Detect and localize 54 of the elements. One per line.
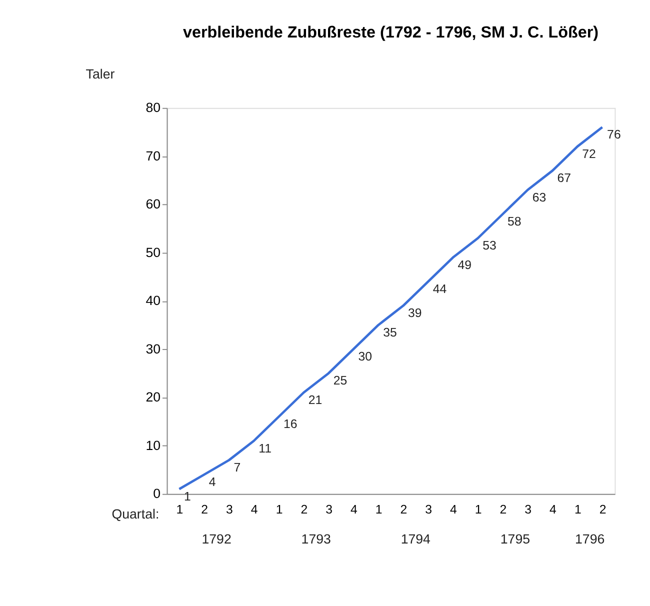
data-label: 30 [358, 350, 372, 364]
x-tick-label: 2 [300, 502, 308, 516]
y-axis-title: Taler [86, 66, 116, 82]
data-label: 76 [607, 128, 621, 142]
chart-title: verbleibende Zubußreste (1792 - 1796, SM J. C. Lößer) [182, 23, 599, 42]
y-tick-label: 50 [146, 244, 161, 260]
data-label: 1 [184, 490, 191, 504]
y-tick-label: 60 [146, 196, 161, 212]
x-tick-label: 1 [176, 502, 184, 516]
x-tick-label: 4 [550, 502, 557, 516]
x-tick-label: 3 [226, 502, 234, 516]
data-label: 35 [383, 325, 397, 340]
data-label: 11 [258, 441, 272, 456]
data-label: 72 [582, 146, 596, 161]
y-tick-label: 80 [146, 100, 161, 116]
data-label: 4 [208, 475, 216, 490]
x-tick-label: 1 [574, 502, 582, 516]
text: 1795 [500, 531, 530, 546]
y-tick-label: 20 [146, 390, 161, 405]
x-tick-label: 4 [350, 502, 358, 516]
text: 1793 [301, 531, 331, 546]
data-label: 21 [308, 393, 322, 408]
x-tick-label: 2 [599, 502, 606, 516]
x-tick-label: 3 [524, 502, 532, 516]
x-tick-label: 2 [400, 502, 408, 516]
data-label: 7 [234, 460, 241, 475]
data-label: 67 [557, 171, 572, 186]
y-tick-label: 40 [146, 293, 161, 308]
data-label: 39 [408, 306, 422, 320]
line-series [178, 126, 604, 490]
data-label: 25 [333, 374, 348, 388]
x-tick-label: 1 [474, 502, 482, 516]
data-label: 58 [508, 214, 522, 228]
x-tick-label: 1 [375, 502, 382, 516]
text: 1794 [400, 531, 432, 546]
x-tick-label: 3 [326, 502, 333, 516]
text: 1796 [575, 531, 605, 546]
y-tick-label: 70 [146, 148, 161, 164]
text: Quartal: [112, 506, 160, 522]
y-tick-label: 0 [153, 486, 161, 502]
y-tick-label: 30 [146, 341, 161, 356]
data-label: 63 [532, 190, 546, 204]
x-tick-label: 3 [425, 502, 432, 516]
x-tick-label: 4 [250, 502, 258, 516]
text: 1792 [202, 531, 232, 546]
data-label: 53 [482, 238, 497, 253]
x-tick-label: 2 [201, 502, 208, 516]
data-label: 49 [458, 258, 472, 272]
y-tick-label: 10 [146, 438, 161, 453]
x-tick-label: 2 [500, 502, 507, 516]
data-label: 44 [432, 282, 447, 296]
data-label: 16 [284, 417, 298, 432]
x-tick-label: 1 [276, 502, 283, 516]
x-tick-label: 4 [450, 502, 458, 516]
